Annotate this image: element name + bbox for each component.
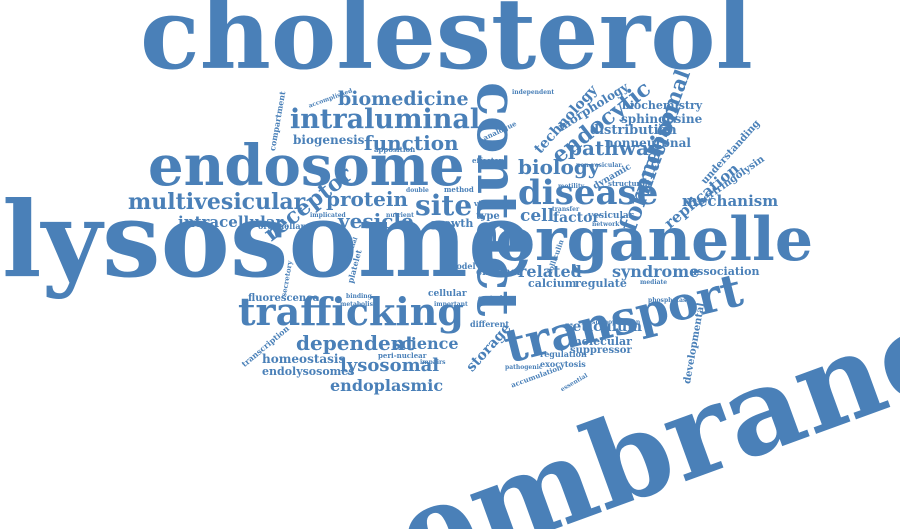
word-cellular: cellular [428,289,467,299]
word-biochemistry: biochemistry [622,99,703,112]
word-model: model [448,261,476,271]
word-mechanism: mechanism [682,192,779,210]
word-lysosomal: lysosomal [340,355,440,376]
word-biology: biology [518,155,600,179]
word-organelle: organelle [495,205,814,275]
word-association: association [690,265,760,278]
word-implicated: implicated [310,212,346,219]
word-calcium: calcium [528,277,577,290]
word-independent: independent [512,89,555,96]
word-factor: factor [553,210,600,226]
word-essential: essential [559,372,589,394]
word-endosome: endosome [148,133,465,199]
word-cell: cell [520,206,555,226]
word-kinase: kinase [404,269,426,276]
word-peri-nuclear: peri-nuclear [378,351,427,360]
word-nutrient: nutrient [386,212,414,219]
word-effector: effector [472,156,503,165]
word-channel: channel [476,267,521,278]
word-impairs: impairs [420,359,446,366]
word-intracellular: intracellular [178,213,284,231]
word-reticulum: reticulum [565,319,643,335]
word-molecular: molecular [570,335,632,348]
word-site: site [415,189,473,222]
word-network: network [592,221,620,228]
word-distribution: distribution [590,123,677,138]
word-suppressor: suppressor [570,345,632,356]
word-multivesicular: multivesicular [128,189,306,215]
word-role: role [476,239,501,252]
word-trafficking: trafficking [238,289,464,334]
word-homeostasis: homeostasis [262,352,346,366]
word-biogenesis: biogenesis [293,133,365,147]
word-important: important [434,301,468,308]
word-endoplasmic: endoplasmic [330,376,444,395]
word-dependent: dependent [296,331,415,355]
word-science: science [392,334,459,353]
word-metabolism: metabolism [340,301,380,308]
word-protein: protein [326,187,408,211]
word-growth: growth [430,217,474,230]
word-regulation: regulation [540,349,587,359]
word-motility: motility [558,183,585,190]
word-regulate: regulate [575,277,627,290]
word-pathogenic: pathogenic [505,364,543,371]
word-endolysosomes: endolysosomes [262,365,355,378]
word-biomedicine: biomedicine [338,88,469,110]
word-transfer: transfer [552,206,580,213]
word-viral: viral [474,199,492,208]
word-nonneuronal: nonneuronal [605,136,691,150]
word-mediate: mediate [640,279,668,286]
word-subpopulation: subpopulation [592,319,641,326]
word-function: function [364,131,459,155]
word-syndrome: syndrome [612,262,700,281]
word-double: double [406,187,429,194]
word-intraluminal: intraluminal [290,104,481,135]
word-vesicle: vesicle [338,209,414,233]
word-control: control [478,295,503,302]
word-phosphatase: phosphatase [648,297,691,304]
word-organellar: organellar [258,221,305,231]
word-different: different [470,319,510,329]
word-binding: binding [346,293,372,300]
word-sphingosine: sphingosine [621,112,703,126]
word-lysosome: lysosome [2,178,534,301]
word-vesicular: vesicular [588,211,634,221]
word-cholesterol: cholesterol [140,0,753,92]
word-apposition: apposition [374,145,416,154]
word-exocytosis: exocytosis [540,359,586,369]
word-fluorescence: fluorescence [248,293,319,304]
word-type: type [476,211,500,222]
word-non-vesicular: non-vesicular [576,162,622,169]
word-related: related [518,262,582,281]
word-method: method [444,185,474,194]
word-pathway: pathway [568,136,661,160]
word-structural: structural [608,179,648,188]
word-disease: disease [518,173,659,213]
